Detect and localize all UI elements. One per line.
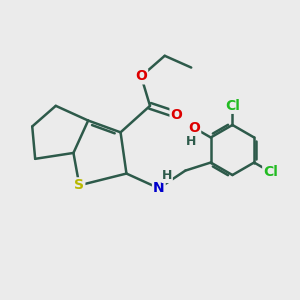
Text: Cl: Cl (225, 99, 240, 113)
Text: H: H (186, 135, 196, 148)
Text: Cl: Cl (263, 165, 278, 179)
Text: N: N (153, 181, 165, 195)
Text: S: S (74, 178, 84, 192)
Text: O: O (171, 108, 182, 122)
Text: H: H (162, 169, 172, 182)
Text: O: O (135, 69, 147, 83)
Text: O: O (188, 121, 200, 135)
